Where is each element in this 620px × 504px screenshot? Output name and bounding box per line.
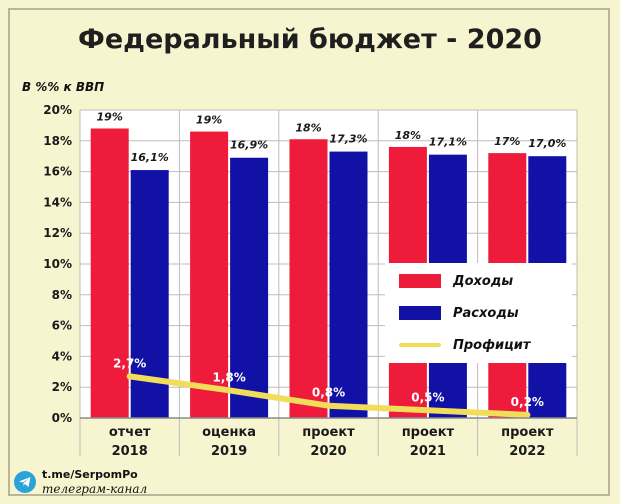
x-tick-label-year: 2021 xyxy=(410,444,446,459)
legend-item-surplus: Профицит xyxy=(399,335,530,355)
x-tick-label: отчет xyxy=(109,425,151,440)
y-tick-label: 16% xyxy=(43,165,72,179)
legend-swatch-expense xyxy=(399,306,441,320)
data-label-surplus: 0,8% xyxy=(312,386,345,400)
legend-item-expense: Расходы xyxy=(399,303,519,323)
y-tick-label: 14% xyxy=(43,195,72,209)
legend-label-surplus: Профицит xyxy=(453,337,531,353)
data-label-expense: 17,1% xyxy=(429,136,467,149)
data-label-income: 18% xyxy=(395,129,421,142)
y-tick-label: 2% xyxy=(52,380,72,394)
surplus-point xyxy=(126,373,133,380)
y-tick-label: 20% xyxy=(43,103,72,117)
data-label-surplus: 0,5% xyxy=(411,390,444,404)
data-label-surplus: 0,2% xyxy=(511,395,544,409)
data-label-expense: 16,1% xyxy=(131,151,169,164)
x-tick-label: оценка xyxy=(202,425,256,440)
surplus-point xyxy=(424,407,431,414)
data-label-income: 19% xyxy=(97,110,123,123)
x-tick-label-year: 2022 xyxy=(509,444,545,459)
data-label-income: 17% xyxy=(494,135,520,148)
legend-swatch-surplus xyxy=(399,343,441,347)
data-label-expense: 16,9% xyxy=(230,139,268,152)
bar-income xyxy=(289,139,328,418)
data-label-income: 19% xyxy=(196,114,222,127)
source-credit: t.me/SerpomPo телеграм-канал xyxy=(14,468,147,496)
y-tick-label: 12% xyxy=(43,226,72,240)
surplus-point xyxy=(524,411,531,418)
data-label-surplus: 1,8% xyxy=(212,370,245,384)
surplus-point xyxy=(325,402,332,409)
data-label-expense: 17,0% xyxy=(528,137,566,150)
chart-title: Федеральный бюджет - 2020 xyxy=(78,24,542,55)
x-tick-label-year: 2020 xyxy=(310,444,346,459)
y-tick-label: 18% xyxy=(43,134,72,148)
legend: Доходы Расходы Профицит xyxy=(385,263,572,363)
legend-swatch-income xyxy=(399,274,441,288)
data-label-expense: 17,3% xyxy=(329,133,367,146)
x-tick-label-year: 2019 xyxy=(211,444,247,459)
bar-expense xyxy=(230,157,269,419)
telegram-icon xyxy=(14,471,36,493)
x-tick-label: проект xyxy=(501,425,554,440)
data-label-income: 18% xyxy=(295,121,321,134)
y-tick-label: 8% xyxy=(52,288,72,302)
chart-frame xyxy=(8,8,610,496)
bar-income xyxy=(90,128,129,419)
x-tick-label-year: 2018 xyxy=(112,444,148,459)
bar-expense xyxy=(329,151,368,418)
source-subtitle: телеграм-канал xyxy=(42,482,148,496)
legend-label-income: Доходы xyxy=(453,273,514,289)
x-tick-label: проект xyxy=(402,425,455,440)
surplus-point xyxy=(226,387,233,394)
bar-income xyxy=(190,131,229,418)
x-tick-label: проект xyxy=(302,425,355,440)
y-tick-label: 10% xyxy=(43,257,72,271)
legend-item-income: Доходы xyxy=(399,271,513,291)
y-tick-label: 6% xyxy=(52,319,72,333)
y-tick-label: 0% xyxy=(52,411,72,425)
legend-label-expense: Расходы xyxy=(453,305,519,321)
y-tick-label: 4% xyxy=(52,349,72,363)
data-label-surplus: 2,7% xyxy=(113,356,146,370)
unit-label: В %% к ВВП xyxy=(22,80,105,94)
source-link[interactable]: t.me/SerpomPo xyxy=(42,468,138,481)
